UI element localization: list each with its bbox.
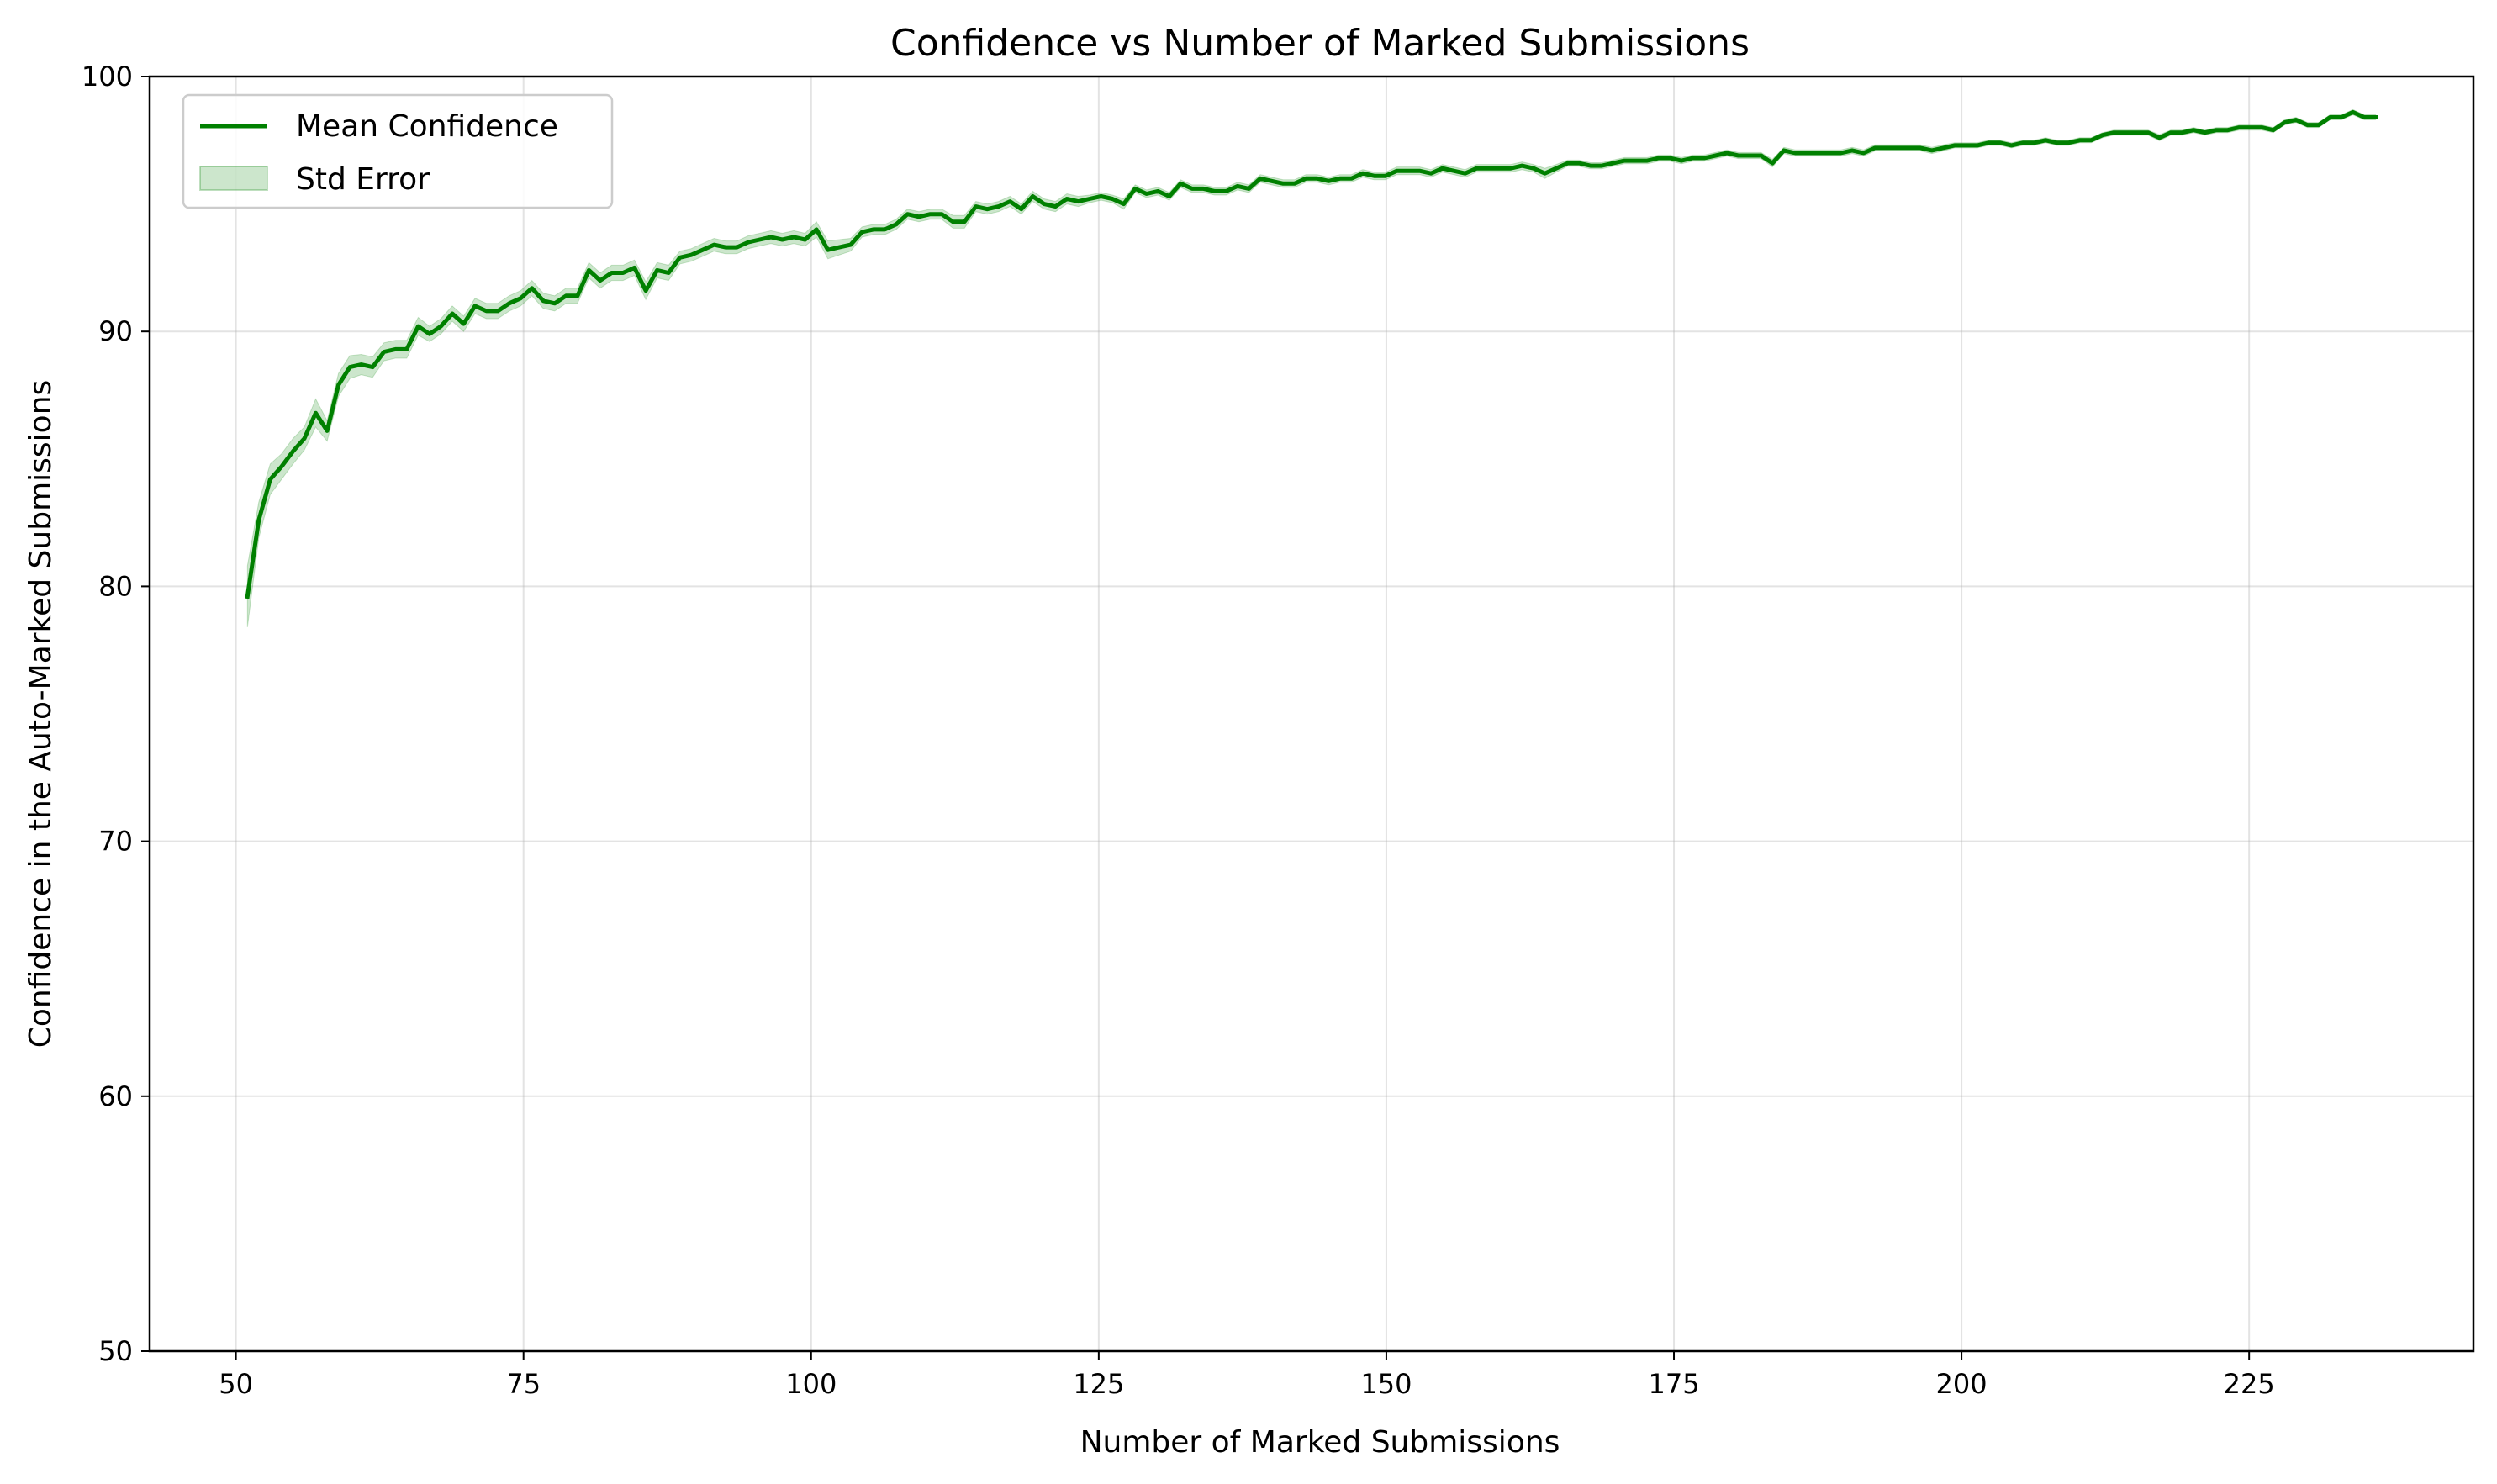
mean-confidence-line-layer (245, 109, 2378, 599)
x-tick-label: 100 (785, 1368, 837, 1400)
x-tick-label: 225 (2224, 1368, 2275, 1400)
y-axis-label: Confidence in the Auto-Marked Submission… (24, 380, 58, 1048)
plot-area-frame (148, 75, 2475, 1353)
legend: Mean Confidence Std Error (182, 93, 614, 209)
y-tick-label: 100 (82, 61, 133, 92)
x-tick-label: 50 (219, 1368, 253, 1400)
x-tick-label: 150 (1360, 1368, 1412, 1400)
y-tick-label: 80 (98, 570, 133, 602)
x-tick-label: 75 (506, 1368, 541, 1400)
legend-band-swatch (199, 166, 268, 191)
x-axis-ticks: 50 75 100 125 150 175 200 225 (219, 1351, 2275, 1400)
y-tick-label: 70 (98, 826, 133, 858)
y-tick-label: 50 (98, 1335, 133, 1367)
y-axis-ticks: 50 60 70 80 90 100 (82, 61, 150, 1367)
x-tick-label: 175 (1648, 1368, 1699, 1400)
mean-confidence-line (245, 109, 2378, 599)
x-axis-label: Number of Marked Submissions (1080, 1425, 1560, 1460)
legend-label-mean-confidence: Mean Confidence (296, 109, 558, 144)
y-tick-label: 60 (98, 1080, 133, 1112)
x-tick-label: 125 (1073, 1368, 1124, 1400)
y-tick-label: 90 (98, 315, 133, 347)
legend-box (182, 93, 614, 209)
legend-label-std-error: Std Error (296, 162, 430, 197)
chart-title: Confidence vs Number of Marked Submissio… (890, 22, 1750, 65)
x-tick-label: 200 (1936, 1368, 1988, 1400)
